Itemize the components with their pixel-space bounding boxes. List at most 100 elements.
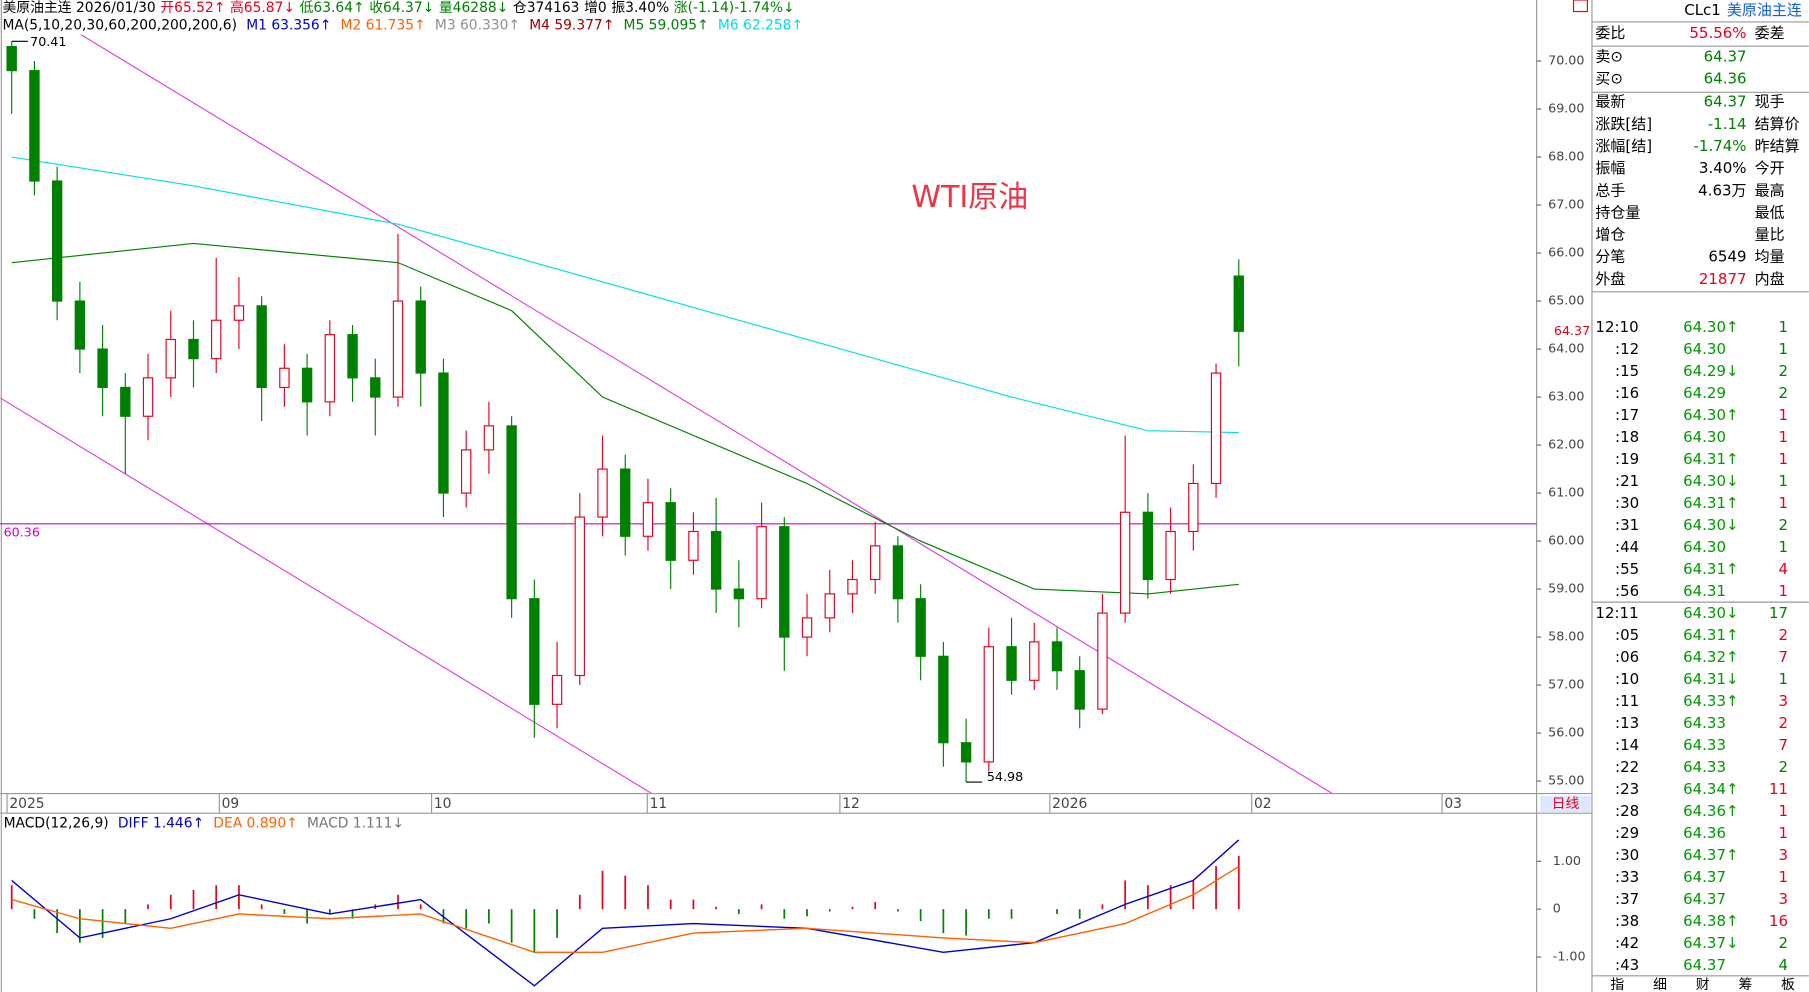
- x-tick-label: 12: [842, 796, 860, 812]
- quote-item: 增0: [584, 0, 607, 16]
- tick-time: :17: [1615, 406, 1639, 424]
- tab[interactable]: 财: [1696, 977, 1710, 992]
- candle-body: [779, 526, 790, 638]
- tab[interactable]: 板: [1781, 977, 1795, 992]
- tick-price: 64.31↓: [1683, 670, 1738, 688]
- row-label: 总手: [1595, 181, 1625, 199]
- period-label[interactable]: 日线: [1552, 796, 1580, 812]
- tick-volume: 7: [1779, 736, 1789, 754]
- tick-time: :30: [1615, 494, 1639, 512]
- row-label: 委差: [1755, 24, 1785, 42]
- candle-body: [642, 502, 654, 537]
- quote-item: 量46288↓: [439, 0, 508, 16]
- tick-price: 64.33↑: [1683, 692, 1738, 710]
- x-tick-label: 02: [1254, 796, 1272, 812]
- macd-label: MACD(12,26,9): [4, 816, 109, 832]
- tick-time: :12: [1615, 340, 1639, 358]
- tick-price: 64.31↑: [1683, 494, 1738, 512]
- tick-price: 64.38↑: [1683, 912, 1738, 930]
- candle-body: [279, 367, 290, 389]
- candle-body: [51, 180, 63, 302]
- candle-body: [892, 545, 904, 600]
- tick-price: 64.31: [1683, 582, 1726, 600]
- candle-body: [6, 46, 17, 72]
- tab[interactable]: 细: [1653, 977, 1667, 992]
- tick-time: :42: [1615, 934, 1639, 952]
- row-value: -1.14: [1708, 115, 1747, 133]
- candle-body: [1188, 482, 1199, 533]
- tick-price: 64.36↑: [1683, 802, 1738, 820]
- tick-volume: 3: [1779, 890, 1789, 908]
- tab[interactable]: 指: [1610, 977, 1624, 992]
- tick-volume: 2: [1779, 384, 1789, 402]
- tick-time: :11: [1615, 692, 1639, 710]
- y-tick-label: 1.00: [1553, 853, 1581, 868]
- tab[interactable]: 筹: [1738, 976, 1752, 992]
- row-label: 最高: [1755, 181, 1785, 199]
- row-label: 最低: [1755, 203, 1785, 221]
- tick-volume: 2: [1779, 934, 1789, 952]
- candle-body: [1051, 641, 1063, 672]
- tick-time: :14: [1615, 736, 1639, 754]
- tick-price: 64.30: [1683, 340, 1726, 358]
- period-button[interactable]: [1540, 795, 1591, 813]
- tick-price: 64.37↑: [1683, 846, 1738, 864]
- ma-line: [11, 242, 1239, 595]
- candle-body: [1233, 275, 1244, 332]
- tick-volume: 1: [1779, 670, 1789, 688]
- candle-body: [438, 372, 449, 494]
- candle-body: [460, 449, 472, 494]
- candle-body: [710, 530, 722, 590]
- candle-body: [824, 593, 835, 619]
- candle-body: [188, 338, 199, 360]
- tick-time: :10: [1615, 670, 1639, 688]
- row-value: 6549: [1708, 248, 1746, 266]
- tick-volume: 2: [1779, 516, 1789, 534]
- tick-time: :44: [1615, 538, 1639, 556]
- candle-body: [347, 334, 358, 379]
- candle-body: [688, 530, 699, 561]
- legend-entry: DIFF 1.446↑: [118, 816, 204, 832]
- y-tick-label: -1.00: [1553, 949, 1586, 964]
- row-value: 21877: [1699, 270, 1747, 288]
- legend-entry: DEA 0.890↑: [213, 816, 297, 832]
- candle-body: [256, 305, 267, 389]
- tick-time: :19: [1615, 450, 1639, 468]
- row-label: 结算价: [1755, 115, 1800, 133]
- symbol-name: 美原油主连: [1727, 1, 1802, 19]
- low-label: 54.98: [987, 769, 1023, 784]
- y-tick-label: 59.00: [1548, 581, 1584, 596]
- quote-item: 高65.87↓: [230, 0, 295, 16]
- tick-price: 64.29↓: [1683, 362, 1738, 380]
- icon[interactable]: [1572, 0, 1588, 13]
- candle-body: [1142, 511, 1154, 581]
- legend-entry: M4 59.377↑: [529, 17, 614, 33]
- y-tick-label: 64.00: [1548, 341, 1584, 356]
- candle-body: [665, 502, 676, 561]
- tick-time: :55: [1615, 560, 1639, 578]
- tick-volume: 1: [1779, 538, 1789, 556]
- tick-time: 12:11: [1595, 604, 1638, 622]
- tick-volume: 1: [1779, 450, 1789, 468]
- candle-body: [529, 598, 540, 705]
- row-label: 买⊙: [1595, 69, 1623, 87]
- y-tick-label: 61.00: [1548, 485, 1584, 500]
- hline-label: 60.36: [4, 525, 40, 540]
- tick-time: :31: [1615, 516, 1639, 534]
- candle-body: [551, 674, 563, 705]
- row-label: 现手: [1755, 93, 1785, 111]
- row-value: 55.56%: [1689, 24, 1746, 42]
- tick-volume: 4: [1779, 560, 1789, 578]
- tick-volume: 2: [1779, 626, 1789, 644]
- tick-price: 64.30: [1683, 538, 1726, 556]
- row-label: 卖⊙: [1595, 47, 1623, 65]
- candle-body: [960, 742, 972, 763]
- tick-price: 64.37: [1683, 868, 1726, 886]
- tick-price: 64.30↓: [1683, 604, 1738, 622]
- legend-entry: M6 62.258↑: [718, 17, 803, 33]
- quote-item: 低63.64↑: [300, 0, 365, 16]
- row-label: 内盘: [1755, 270, 1785, 288]
- candle-body: [97, 348, 108, 389]
- tick-volume: 1: [1779, 406, 1789, 424]
- tick-volume: 2: [1779, 758, 1789, 776]
